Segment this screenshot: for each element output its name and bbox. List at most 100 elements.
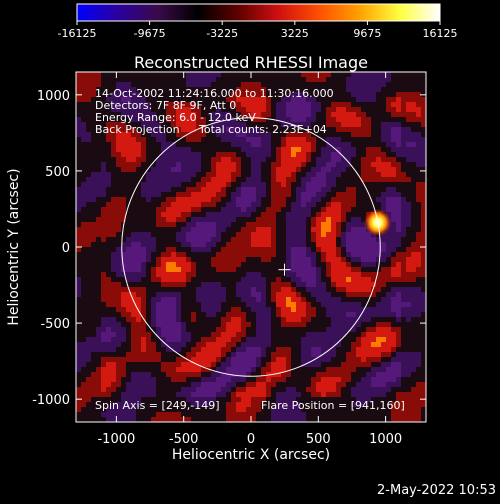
heatmap-cell [121,162,127,168]
heatmap-cell [406,392,412,398]
heatmap-cell [271,147,277,153]
heatmap-cell [211,357,217,363]
heatmap-cell [216,157,222,163]
heatmap-cell [296,352,302,358]
heatmap-cell [161,337,167,343]
heatmap-cell [356,147,362,153]
heatmap-cell [286,292,292,298]
heatmap-cell [211,77,217,83]
heatmap-cell [351,327,357,333]
heatmap-cell [266,377,272,383]
heatmap-cell [391,197,397,203]
heatmap-cell [301,192,307,198]
heatmap-cell [186,302,192,308]
heatmap-cell [256,237,262,243]
heatmap-cell [166,257,172,263]
heatmap-cell [91,217,97,223]
heatmap-cell [316,132,322,138]
heatmap-cell [196,277,202,283]
heatmap-cell [331,292,337,298]
heatmap-cell [316,87,322,93]
heatmap-cell [321,287,327,293]
heatmap-cell [311,167,317,173]
heatmap-cell [141,137,147,143]
heatmap-cell [81,77,87,83]
heatmap-cell [201,142,207,148]
heatmap-cell [216,92,222,98]
heatmap-cell [291,372,297,378]
heatmap-cell [166,397,172,403]
heatmap-cell [146,172,152,178]
heatmap-cell [106,187,112,193]
heatmap-cell [266,242,272,248]
heatmap-cell [196,147,202,153]
heatmap-cell [366,97,372,103]
heatmap-cell [161,182,167,188]
heatmap-cell [106,317,112,323]
heatmap-cell [206,377,212,383]
heatmap-cell [341,412,347,418]
heatmap-cell [391,277,397,283]
heatmap-cell [336,127,342,133]
heatmap-cell [301,412,307,418]
heatmap-cell [256,247,262,253]
heatmap-cell [271,292,277,298]
heatmap-cell [91,382,97,388]
heatmap-cell [311,127,317,133]
heatmap-cell [316,357,322,363]
heatmap-cell [241,187,247,193]
solar-limb-circle [121,117,381,377]
heatmap-cell [196,247,202,253]
heatmap-cell [141,282,147,288]
heatmap-cell [256,132,262,138]
heatmap-cell [91,92,97,98]
heatmap-cell [366,322,372,328]
heatmap-cell [406,112,412,118]
heatmap-cell [321,262,327,268]
heatmap-cell [131,392,137,398]
heatmap-cell [171,282,177,288]
heatmap-cell [391,142,397,148]
heatmap-cell [256,87,262,93]
heatmap-cell [286,232,292,238]
heatmap-cell [271,367,277,373]
heatmap-cell [371,287,377,293]
heatmap-cell [206,362,212,368]
heatmap-cell [121,197,127,203]
heatmap-cell [121,122,127,128]
heatmap-cell [351,222,357,228]
heatmap-cell [371,187,377,193]
heatmap-cell [106,72,112,78]
heatmap-cell [281,262,287,268]
heatmap-cell [346,97,352,103]
heatmap-cell [356,232,362,238]
heatmap-cell [151,92,157,98]
heatmap-cell [336,247,342,253]
heatmap-cell [86,342,92,348]
heatmap-cell [286,202,292,208]
heatmap-cell [191,92,197,98]
heatmap-cell [236,337,242,343]
heatmap-cell [216,192,222,198]
heatmap-cell [141,247,147,253]
heatmap-cell [76,322,82,328]
heatmap-cell [246,282,252,288]
heatmap-cell [141,162,147,168]
heatmap-cell [241,127,247,133]
heatmap-cell [331,307,337,313]
heatmap-cell [186,102,192,108]
heatmap-cell [256,257,262,263]
heatmap-cell [351,402,357,408]
heatmap-cell [76,77,82,83]
heatmap-cell [251,342,257,348]
heatmap-cell [256,397,262,403]
heatmap-cell [151,402,157,408]
heatmap-cell [216,307,222,313]
heatmap-cell [401,157,407,163]
heatmap-cell [161,402,167,408]
heatmap-cell [176,127,182,133]
heatmap-cell [416,207,422,213]
heatmap-cell [396,402,402,408]
heatmap-cell [156,362,162,368]
heatmap-cell [291,312,297,318]
